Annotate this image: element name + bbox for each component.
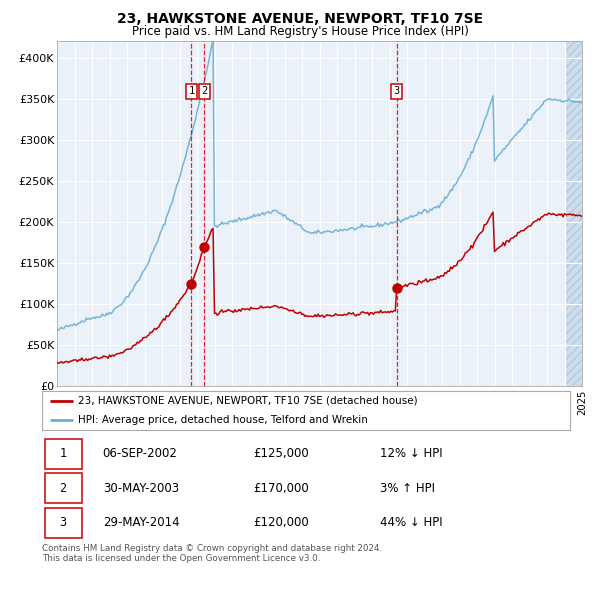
Text: 3: 3 bbox=[59, 516, 67, 529]
FancyBboxPatch shape bbox=[44, 439, 82, 469]
FancyBboxPatch shape bbox=[44, 507, 82, 537]
Bar bbox=[565, 41, 582, 386]
Text: 23, HAWKSTONE AVENUE, NEWPORT, TF10 7SE (detached house): 23, HAWKSTONE AVENUE, NEWPORT, TF10 7SE … bbox=[78, 396, 418, 406]
FancyBboxPatch shape bbox=[44, 473, 82, 503]
Text: 2: 2 bbox=[59, 482, 67, 495]
Text: £170,000: £170,000 bbox=[253, 482, 309, 495]
Text: 23, HAWKSTONE AVENUE, NEWPORT, TF10 7SE: 23, HAWKSTONE AVENUE, NEWPORT, TF10 7SE bbox=[117, 12, 483, 27]
Text: 29-MAY-2014: 29-MAY-2014 bbox=[103, 516, 179, 529]
Text: HPI: Average price, detached house, Telford and Wrekin: HPI: Average price, detached house, Telf… bbox=[78, 415, 368, 425]
Text: £120,000: £120,000 bbox=[253, 516, 309, 529]
Text: Contains HM Land Registry data © Crown copyright and database right 2024.
This d: Contains HM Land Registry data © Crown c… bbox=[42, 544, 382, 563]
Text: £125,000: £125,000 bbox=[253, 447, 309, 460]
Text: 12% ↓ HPI: 12% ↓ HPI bbox=[380, 447, 443, 460]
Bar bbox=[565, 41, 582, 386]
Text: 30-MAY-2003: 30-MAY-2003 bbox=[103, 482, 179, 495]
Text: 3% ↑ HPI: 3% ↑ HPI bbox=[380, 482, 435, 495]
FancyBboxPatch shape bbox=[42, 391, 570, 430]
Text: 06-SEP-2002: 06-SEP-2002 bbox=[103, 447, 178, 460]
Text: 44% ↓ HPI: 44% ↓ HPI bbox=[380, 516, 443, 529]
Text: 1: 1 bbox=[59, 447, 67, 460]
Text: 2: 2 bbox=[201, 86, 208, 96]
Text: 3: 3 bbox=[394, 86, 400, 96]
Text: 1: 1 bbox=[188, 86, 194, 96]
Text: Price paid vs. HM Land Registry's House Price Index (HPI): Price paid vs. HM Land Registry's House … bbox=[131, 25, 469, 38]
